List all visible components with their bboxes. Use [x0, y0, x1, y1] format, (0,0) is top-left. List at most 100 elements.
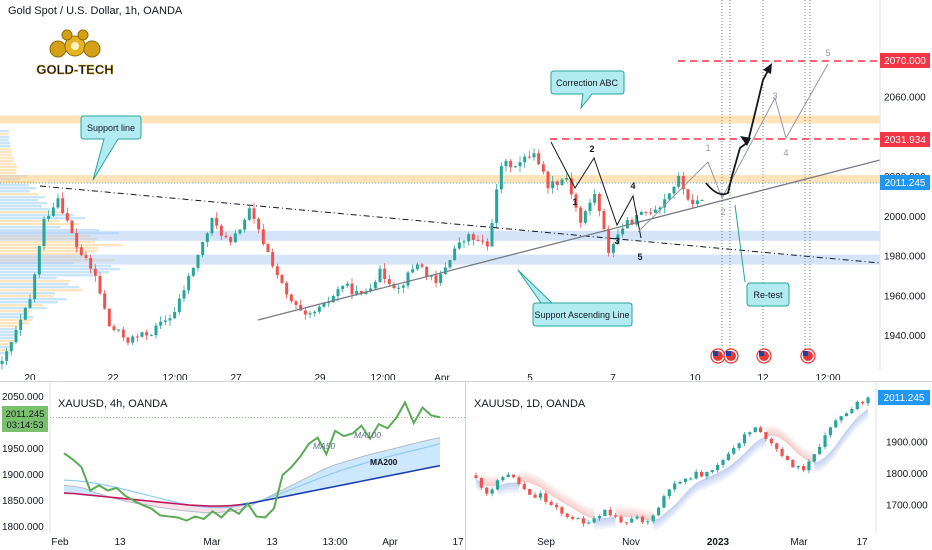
ma-cloud-segment — [158, 501, 169, 509]
ma-ribbon-band — [674, 499, 681, 510]
ma-ribbon-band — [782, 437, 788, 444]
ma-ribbon-band — [583, 504, 589, 518]
candle-body — [14, 329, 18, 343]
volume-profile-bar — [0, 148, 12, 151]
ma-ribbon-band — [830, 445, 836, 461]
wave-grey-1: 1 — [705, 143, 710, 153]
ma-ribbon-band — [680, 493, 686, 506]
ma-ribbon-band — [846, 423, 852, 433]
ma-ribbon-band — [513, 482, 519, 492]
ma-ribbon-band — [701, 477, 707, 487]
volume-profile-bar — [0, 217, 86, 220]
ma200-label: MA200 — [370, 457, 398, 467]
candle-body — [98, 275, 102, 294]
candle-body — [818, 446, 822, 455]
candle-body — [479, 478, 483, 488]
candle-body — [467, 234, 471, 242]
candle-body — [640, 516, 645, 523]
ma-ribbon-band — [825, 451, 831, 466]
candle-body — [247, 208, 251, 220]
sub-chart-1d[interactable]: 1700.000 1800.000 1900.000 Sep Nov 2023 Mar 17… — [466, 382, 932, 550]
candle-body — [593, 193, 597, 203]
main-chart[interactable]: 1940.0001960.0001980.0002000.0002020.000… — [0, 0, 932, 380]
candle-body — [252, 208, 256, 219]
ma-ribbon-band — [701, 477, 707, 489]
svg-text:2011.245: 2011.245 — [885, 178, 926, 189]
volume-profile-bar — [0, 214, 74, 217]
ma-ribbon-band — [680, 493, 686, 508]
candle-body — [850, 408, 854, 414]
candle-body — [224, 235, 228, 238]
ma-ribbon-band — [706, 475, 713, 489]
sub-chart-4h[interactable]: 1800.000 1850.000 1900.000 1950.000 2050.000… — [0, 382, 465, 550]
candle-body — [107, 308, 111, 327]
svg-text:2011.245: 2011.245 — [6, 409, 45, 420]
candle-body — [509, 160, 513, 168]
volume-profile-bar — [0, 325, 18, 328]
candle-body — [677, 175, 681, 187]
candle-body — [196, 255, 200, 268]
candle-body — [588, 202, 592, 212]
ma-ribbon-band — [540, 483, 546, 492]
ma-ribbon-band — [572, 504, 579, 512]
candle-body — [551, 181, 555, 189]
ma-ribbon-band — [825, 451, 831, 462]
wave-black-5: 5 — [637, 252, 642, 262]
ma-ribbon-band — [669, 504, 675, 512]
ma-ribbon-band — [551, 489, 557, 499]
candle-body — [345, 283, 349, 286]
candle-body — [614, 515, 618, 517]
ma-ribbon-band — [529, 480, 536, 486]
svg-text:03:14:53: 03:14:53 — [7, 420, 44, 431]
candle-body — [644, 211, 648, 213]
candle-body — [79, 247, 83, 256]
ma-cloud-segment — [346, 458, 357, 485]
candle-body — [533, 494, 537, 498]
candle-body — [75, 233, 79, 248]
ma-ribbon-band — [561, 498, 568, 506]
candle-body — [271, 252, 275, 267]
gold-tech-logo: GOLD-TECH — [36, 29, 114, 77]
ma-ribbon-band — [620, 512, 627, 518]
ma-ribbon-band — [690, 482, 697, 497]
ma-ribbon-band — [502, 482, 509, 491]
x-tick-label: 13 — [114, 537, 126, 548]
ma-ribbon-band — [830, 445, 836, 456]
candle-body — [131, 336, 135, 343]
ma-ribbon-band — [787, 441, 793, 450]
ma-ribbon-band — [690, 482, 697, 499]
ma-ribbon-band — [535, 476, 541, 488]
ma-ribbon-band — [690, 482, 697, 490]
ma-ribbon-band — [615, 508, 621, 518]
price-countdown-tag: 2011.245 03:14:53 — [2, 406, 48, 432]
ma-ribbon-band — [658, 514, 664, 523]
candle-body — [439, 274, 443, 283]
candle-body — [65, 213, 69, 221]
ma-cloud-segment — [74, 486, 85, 495]
ma-ribbon-band — [749, 442, 756, 450]
ma-ribbon-band — [685, 487, 691, 502]
candle-body — [294, 301, 298, 305]
ma-ribbon-band — [663, 509, 670, 525]
ma-ribbon-band — [755, 438, 761, 452]
candle-body — [541, 164, 545, 172]
volume-profile-bar — [0, 193, 39, 196]
volume-profile-bar — [0, 277, 57, 280]
ma-ribbon-band — [508, 482, 514, 492]
candle-body — [187, 275, 191, 291]
candle-body — [592, 518, 596, 523]
ma-ribbon-band — [717, 470, 724, 475]
candle-body — [462, 241, 466, 243]
y-tick-label: 1940.000 — [884, 331, 926, 342]
ma-ribbon-band — [545, 487, 552, 496]
callout-support-line: Support line — [80, 115, 142, 181]
candle-body — [603, 509, 607, 517]
candle-body — [866, 397, 870, 404]
candle-body — [359, 291, 363, 295]
candle-body — [229, 237, 233, 243]
ma-ribbon-band — [529, 476, 536, 486]
ma-ribbon-band — [830, 445, 836, 463]
ma-ribbon-band — [739, 453, 745, 461]
ma-ribbon-band — [669, 504, 675, 516]
ma-cloud-segment — [304, 473, 315, 493]
